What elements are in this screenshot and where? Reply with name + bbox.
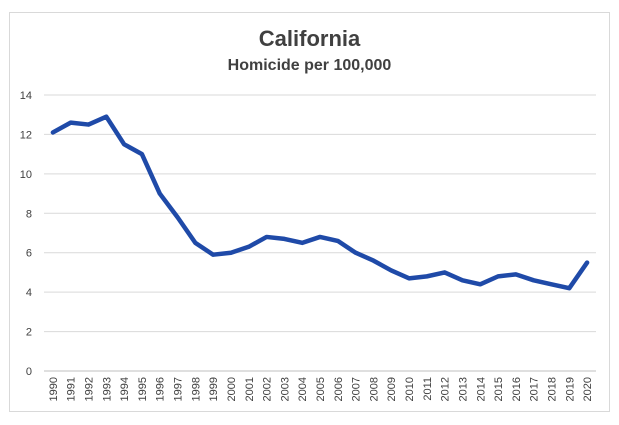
x-tick-label: 2005 bbox=[315, 377, 327, 401]
x-tick-label: 1992 bbox=[84, 377, 96, 401]
x-tick-label: 2013 bbox=[457, 377, 469, 401]
chart-subtitle: Homicide per 100,000 bbox=[227, 57, 392, 74]
series-line bbox=[50, 114, 590, 291]
x-tick-label: 2016 bbox=[511, 377, 523, 401]
x-tick-label: 1994 bbox=[119, 377, 131, 401]
x-tick-label: 2009 bbox=[386, 377, 398, 401]
chart-frame bbox=[9, 12, 610, 412]
y-tick-label: 8 bbox=[26, 208, 32, 220]
y-tick-label: 4 bbox=[26, 287, 32, 299]
y-axis-ticks: 0 2 4 6 8 10 12 14 bbox=[20, 90, 32, 378]
x-axis-ticks: 1990 1991 1992 1993 1994 1995 1996 1997 1998 1999… bbox=[48, 377, 594, 401]
x-tick-label: 2004 bbox=[297, 377, 309, 401]
x-tick-label: 2010 bbox=[404, 377, 416, 401]
series-group bbox=[50, 114, 590, 291]
x-tick-label: 2007 bbox=[351, 377, 363, 401]
x-tick-label: 2002 bbox=[262, 377, 274, 401]
x-tick-label: 1990 bbox=[48, 377, 60, 401]
y-tick-label: 0 bbox=[26, 366, 32, 378]
x-tick-label: 2011 bbox=[422, 377, 434, 401]
chart-title: California bbox=[258, 26, 361, 51]
x-tick-label: 2020 bbox=[582, 377, 594, 401]
x-tick-label: 1991 bbox=[66, 377, 78, 401]
y-tick-label: 14 bbox=[20, 90, 32, 102]
x-tick-label: 2008 bbox=[368, 377, 380, 401]
x-tick-label: 1993 bbox=[101, 377, 113, 401]
x-tick-label: 1996 bbox=[155, 377, 167, 401]
x-tick-label: 2015 bbox=[493, 377, 505, 401]
x-tick-label: 1998 bbox=[190, 377, 202, 401]
x-tick-label: 2003 bbox=[279, 377, 291, 401]
x-tick-label: 1999 bbox=[208, 377, 220, 401]
y-tick-label: 2 bbox=[26, 327, 32, 339]
x-tick-label: 2000 bbox=[226, 377, 238, 401]
x-tick-label: 2018 bbox=[546, 377, 558, 401]
x-tick-label: 2017 bbox=[529, 377, 541, 401]
x-tick-label: 2012 bbox=[440, 377, 452, 401]
y-tick-label: 12 bbox=[20, 129, 32, 141]
x-tick-label: 1997 bbox=[173, 377, 185, 401]
x-tick-label: 2006 bbox=[333, 377, 345, 401]
gridlines bbox=[44, 94, 596, 372]
x-tick-label: 2001 bbox=[244, 377, 256, 401]
x-tick-label: 2014 bbox=[475, 377, 487, 401]
y-tick-label: 6 bbox=[26, 248, 32, 260]
x-tick-label: 1995 bbox=[137, 377, 149, 401]
x-tick-label: 2019 bbox=[564, 377, 576, 401]
y-tick-label: 10 bbox=[20, 169, 32, 181]
